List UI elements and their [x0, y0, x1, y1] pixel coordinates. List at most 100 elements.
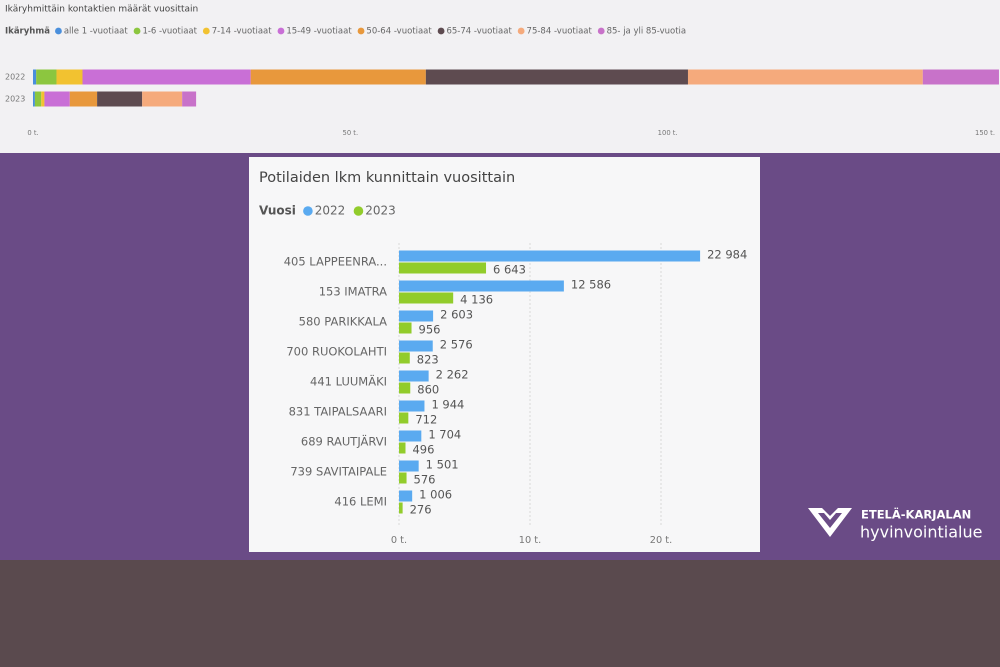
logo: ETELÄ-KARJALAN hyvinvointialue	[808, 507, 982, 542]
chart-title: Potilaiden lkm kunnittain vuosittain	[259, 170, 515, 186]
bar-segment	[36, 69, 57, 85]
legend-label: 15-49 -vuotiaat	[286, 27, 352, 37]
x-tick-label: 100 t.	[658, 129, 678, 137]
value-label: 1 501	[426, 458, 459, 472]
bar	[399, 292, 454, 304]
y-tick-label: 441 LUUMÄKI	[310, 374, 387, 389]
legend-label: 50-64 -vuotiaat	[366, 27, 432, 37]
bar-segment	[142, 91, 183, 107]
legend-label: 2023	[365, 204, 396, 218]
legend-swatch	[55, 27, 62, 35]
value-label: 860	[417, 383, 439, 397]
bar	[399, 400, 425, 412]
legend-label: alle 1 -vuotiaat	[64, 27, 129, 37]
bar-segment	[33, 91, 35, 107]
bar	[399, 322, 412, 334]
bar	[399, 442, 406, 454]
bar-segment	[922, 69, 999, 85]
bar	[399, 490, 413, 502]
y-tick-label: 2023	[5, 95, 25, 104]
value-label: 496	[412, 443, 434, 457]
bar	[399, 430, 422, 442]
value-label: 2 262	[436, 368, 469, 382]
x-tick-label: 10 t.	[519, 535, 541, 546]
bar-segment	[34, 91, 42, 107]
legend-title: Ikäryhmä	[5, 27, 50, 37]
value-label: 12 586	[571, 278, 611, 292]
x-tick-label: 50 t.	[343, 129, 359, 137]
value-label: 6 643	[493, 263, 526, 277]
y-tick-label: 405 LAPPEENRA...	[284, 255, 387, 269]
bar	[399, 262, 487, 274]
value-label: 1 006	[419, 488, 452, 502]
bar	[399, 280, 564, 292]
value-label: 2 576	[440, 338, 473, 352]
bar	[399, 412, 409, 424]
legend-label: 2022	[315, 204, 346, 218]
x-tick-label: 150 t.	[975, 129, 995, 137]
value-label: 276	[410, 503, 432, 517]
y-tick-label: 739 SAVITAIPALE	[290, 465, 387, 479]
y-tick-label: 416 LEMI	[334, 495, 387, 509]
bar-segment	[69, 91, 98, 107]
y-tick-label: 153 IMATRA	[319, 285, 387, 299]
value-label: 712	[415, 413, 437, 427]
bar	[399, 250, 701, 262]
x-tick-label: 0 t.	[27, 129, 38, 137]
value-label: 1 704	[428, 428, 461, 442]
legend-swatch	[357, 27, 365, 35]
bar-segment	[44, 91, 70, 107]
legend-swatch	[202, 27, 210, 35]
bar	[399, 310, 434, 322]
legend-swatch	[353, 206, 364, 216]
bar-segment	[56, 69, 83, 85]
value-label: 576	[414, 473, 436, 487]
bar	[399, 340, 433, 352]
bar-segment	[82, 69, 251, 85]
bar	[399, 460, 419, 472]
chart-card	[249, 157, 760, 552]
value-label: 823	[417, 353, 439, 367]
legend-label: 1-6 -vuotiaat	[142, 27, 197, 37]
value-label: 956	[419, 323, 441, 337]
logo-line2: hyvinvointialue	[860, 523, 982, 542]
legend-swatch	[597, 27, 605, 35]
legend-swatch	[437, 27, 445, 35]
bar-segment	[687, 69, 923, 85]
chart-title: Ikäryhmittäin kontaktien määrät vuositta…	[5, 5, 198, 15]
bar	[399, 472, 407, 484]
legend-label: 75-84 -vuotiaat	[527, 27, 593, 37]
bar-segment	[182, 91, 197, 107]
value-label: 22 984	[707, 248, 747, 262]
y-tick-label: 700 RUOKOLAHTI	[286, 345, 387, 359]
value-label: 2 603	[440, 308, 473, 322]
legend-label: 65-74 -vuotiaat	[446, 27, 512, 37]
legend-swatch	[303, 206, 313, 216]
x-tick-label: 0 t.	[391, 535, 407, 546]
bar-segment	[250, 69, 426, 85]
bar	[399, 370, 429, 382]
y-tick-label: 580 PARIKKALA	[299, 315, 387, 329]
value-label: 1 944	[431, 398, 464, 412]
legend-title: Vuosi	[259, 204, 296, 218]
value-label: 4 136	[460, 293, 493, 307]
x-tick-label: 20 t.	[650, 535, 672, 546]
legend-label: 85- ja yli 85-vuotia	[607, 27, 687, 37]
bar-segment	[41, 91, 45, 107]
y-tick-label: 689 RAUTJÄRVI	[301, 434, 387, 449]
bar-segment	[425, 69, 688, 85]
bar-segment	[97, 91, 143, 107]
bar	[399, 382, 411, 394]
legend-label: 7-14 -vuotiaat	[212, 27, 273, 37]
y-tick-label: 831 TAIPALSAARI	[289, 405, 387, 419]
wall	[0, 560, 1000, 667]
y-tick-label: 2022	[5, 73, 25, 82]
bar	[399, 502, 403, 514]
legend-swatch	[133, 27, 141, 35]
logo-line1: ETELÄ-KARJALAN	[861, 507, 971, 522]
legend-swatch	[277, 27, 285, 35]
legend-swatch	[517, 27, 525, 35]
bar-segment	[33, 69, 37, 85]
